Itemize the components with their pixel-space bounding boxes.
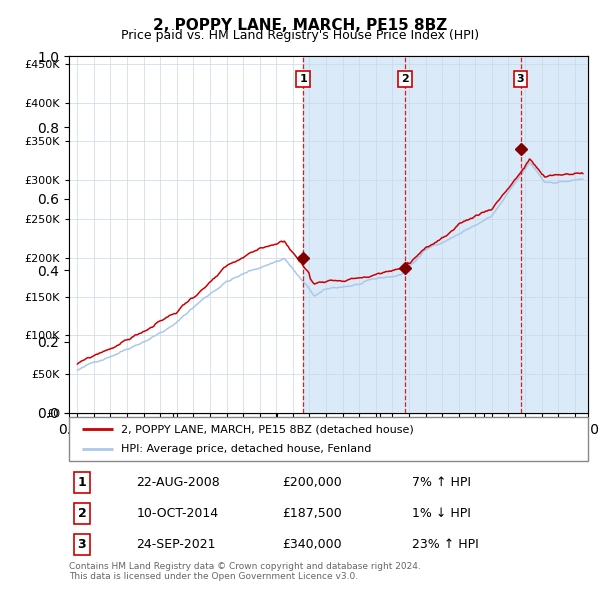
Text: £340,000: £340,000 [282, 538, 341, 551]
Bar [304, 56, 405, 413]
Text: 2: 2 [77, 507, 86, 520]
Text: 1: 1 [77, 476, 86, 489]
Text: Price paid vs. HM Land Registry's House Price Index (HPI): Price paid vs. HM Land Registry's House … [121, 30, 479, 42]
Text: £187,500: £187,500 [282, 507, 341, 520]
Text: 1% ↓ HPI: 1% ↓ HPI [412, 507, 470, 520]
Text: 2, POPPY LANE, MARCH, PE15 8BZ: 2, POPPY LANE, MARCH, PE15 8BZ [153, 18, 447, 32]
FancyBboxPatch shape [69, 417, 588, 461]
Bar [405, 56, 521, 413]
Text: 1: 1 [299, 74, 307, 84]
Text: 3: 3 [77, 538, 86, 551]
Text: Contains HM Land Registry data © Crown copyright and database right 2024.
This d: Contains HM Land Registry data © Crown c… [69, 562, 421, 581]
Text: 2, POPPY LANE, MARCH, PE15 8BZ (detached house): 2, POPPY LANE, MARCH, PE15 8BZ (detached… [121, 424, 413, 434]
Text: 3: 3 [517, 74, 524, 84]
Text: 22-AUG-2008: 22-AUG-2008 [136, 476, 220, 489]
Text: 7% ↑ HPI: 7% ↑ HPI [412, 476, 470, 489]
Text: 10-OCT-2014: 10-OCT-2014 [136, 507, 218, 520]
Text: 24-SEP-2021: 24-SEP-2021 [136, 538, 216, 551]
Text: £200,000: £200,000 [282, 476, 341, 489]
Text: 23% ↑ HPI: 23% ↑ HPI [412, 538, 478, 551]
Text: HPI: Average price, detached house, Fenland: HPI: Average price, detached house, Fenl… [121, 444, 371, 454]
Text: 2: 2 [401, 74, 409, 84]
Bar [521, 56, 588, 413]
